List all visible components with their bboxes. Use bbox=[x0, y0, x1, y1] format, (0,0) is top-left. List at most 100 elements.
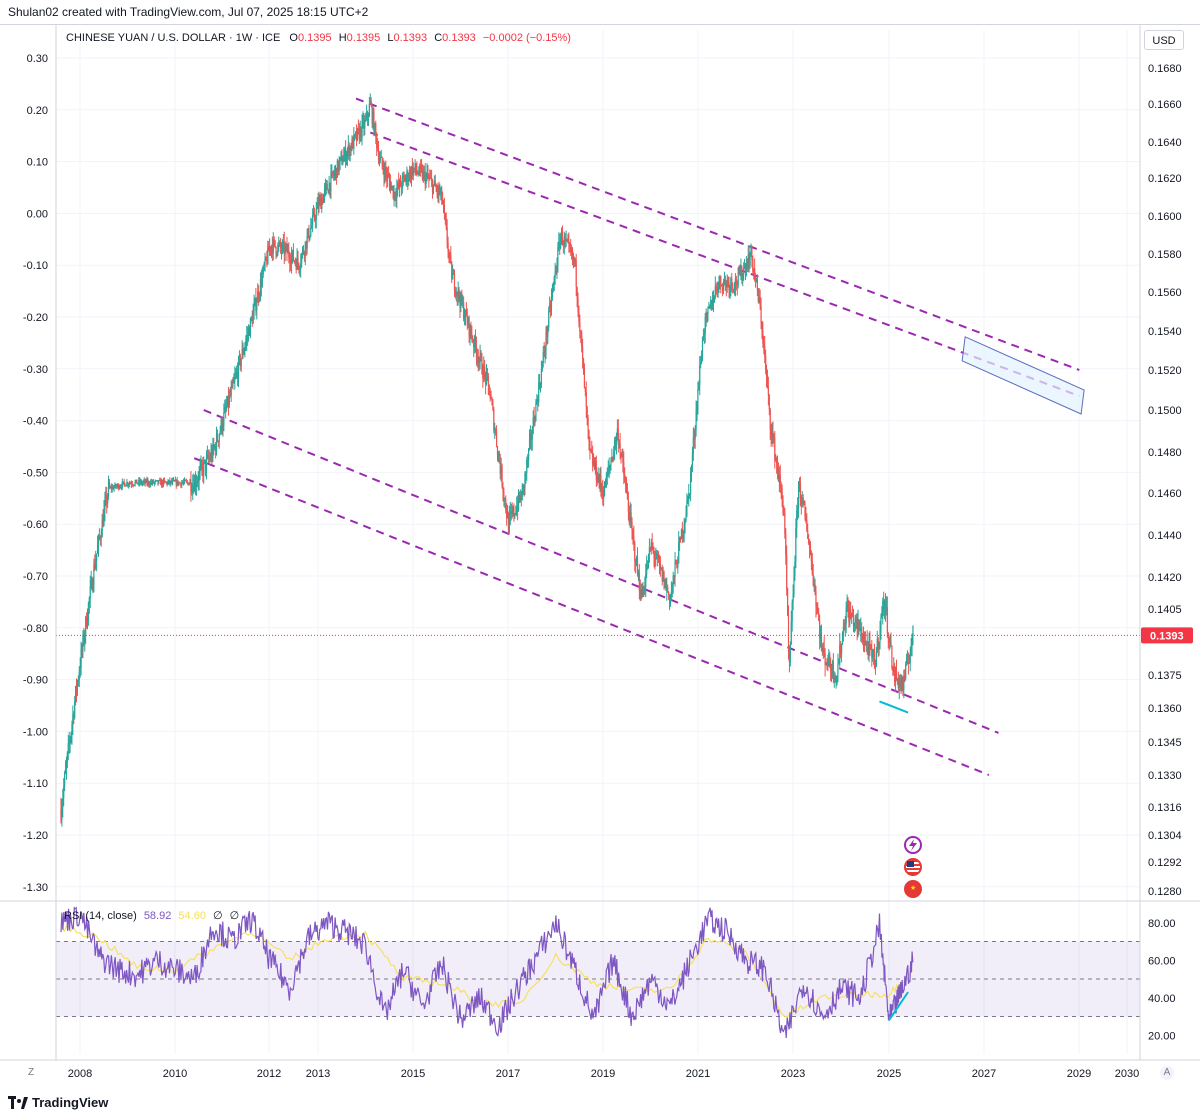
candle-body bbox=[318, 200, 320, 209]
candle-body bbox=[596, 479, 598, 483]
candle-body bbox=[366, 112, 368, 119]
candle-body bbox=[836, 676, 838, 678]
candle-body bbox=[249, 318, 252, 336]
footer: TradingView bbox=[0, 1088, 1200, 1116]
candle-body bbox=[105, 495, 107, 502]
candle-body bbox=[401, 176, 403, 189]
candle-body bbox=[644, 586, 646, 592]
candle-body bbox=[269, 246, 271, 252]
candle-body bbox=[104, 501, 106, 511]
candle-body bbox=[902, 682, 904, 690]
candle-body bbox=[823, 647, 825, 654]
candle-body bbox=[410, 166, 413, 179]
candle-body bbox=[279, 242, 281, 245]
candle-body bbox=[424, 171, 426, 184]
candle-body bbox=[264, 257, 266, 266]
candle-body bbox=[388, 176, 391, 182]
x-axis-tick-label: 2025 bbox=[877, 1068, 901, 1080]
candle-body bbox=[703, 333, 705, 337]
candle-body bbox=[209, 457, 211, 460]
candle-body bbox=[587, 418, 589, 430]
attribution-text: Shulan02 created with TradingView.com, J… bbox=[8, 5, 369, 19]
symbol-header: CHINESE YUAN / U.S. DOLLAR · 1W · ICE O0… bbox=[66, 32, 571, 44]
candle-body bbox=[205, 457, 208, 471]
candle-body bbox=[783, 513, 785, 515]
candle-body bbox=[454, 290, 456, 295]
candle-body bbox=[164, 481, 166, 483]
candle-body bbox=[215, 434, 218, 452]
candle-body bbox=[464, 309, 467, 318]
candle-body bbox=[668, 594, 671, 604]
candle-body bbox=[860, 627, 862, 631]
candle-body bbox=[774, 437, 776, 461]
candle-body bbox=[562, 244, 564, 246]
china-flag-icon[interactable]: ★ bbox=[904, 880, 922, 898]
candle-body bbox=[267, 246, 269, 264]
candle-body bbox=[795, 528, 797, 562]
candle-body bbox=[839, 644, 841, 664]
left-axis-tick-label: -0.60 bbox=[23, 519, 48, 531]
candle-body bbox=[909, 653, 911, 663]
candle-body bbox=[136, 479, 138, 484]
left-axis-tick-label: -1.10 bbox=[23, 778, 48, 790]
candle-body bbox=[74, 701, 76, 718]
candle-body bbox=[638, 572, 640, 591]
us-flag-icon[interactable] bbox=[904, 858, 922, 876]
candle-body bbox=[212, 444, 214, 459]
candle-body bbox=[142, 481, 144, 483]
candle-body bbox=[389, 181, 392, 191]
candle-body bbox=[100, 537, 102, 539]
candle-body bbox=[776, 458, 778, 464]
candle-body bbox=[154, 480, 156, 483]
candle-body bbox=[381, 157, 383, 166]
candle-body bbox=[123, 481, 125, 484]
candle-body bbox=[116, 486, 118, 488]
lightning-event-icon[interactable] bbox=[904, 836, 922, 854]
candle-body bbox=[361, 121, 363, 138]
auto-scale-button[interactable]: A bbox=[1160, 1066, 1174, 1080]
currency-button[interactable]: USD bbox=[1144, 30, 1184, 50]
target-zone-box bbox=[961, 336, 1085, 415]
candle-body bbox=[818, 612, 820, 622]
candle-body bbox=[456, 291, 458, 296]
candle-body bbox=[622, 454, 624, 463]
candle-body bbox=[728, 282, 730, 291]
candle-body bbox=[182, 482, 185, 484]
candle-body bbox=[873, 654, 876, 665]
candle-body bbox=[674, 562, 676, 578]
candle-body bbox=[837, 664, 839, 677]
candle-body bbox=[657, 553, 659, 557]
candle-body bbox=[98, 536, 101, 538]
candle-body bbox=[691, 453, 694, 467]
candle-body bbox=[537, 399, 539, 403]
candle-body bbox=[479, 353, 481, 360]
candle-body bbox=[528, 448, 530, 460]
candle-body bbox=[150, 481, 153, 484]
candle-body bbox=[429, 177, 431, 179]
candle-body bbox=[675, 562, 677, 564]
candle-body bbox=[847, 605, 849, 610]
candle-body bbox=[764, 345, 766, 356]
candle-body bbox=[302, 249, 305, 254]
candle-body bbox=[334, 168, 337, 172]
candle-body bbox=[743, 267, 745, 275]
candle-body bbox=[323, 188, 326, 195]
candle-body bbox=[711, 300, 713, 309]
candle-body bbox=[682, 532, 684, 539]
candle-body bbox=[698, 385, 700, 390]
candle-body bbox=[295, 262, 297, 270]
zoom-reset-button[interactable]: Z bbox=[28, 1067, 35, 1078]
candle-body bbox=[79, 668, 81, 673]
candle-body bbox=[286, 244, 288, 254]
candle-body bbox=[516, 506, 518, 514]
candle-body bbox=[247, 335, 249, 337]
candle-body bbox=[238, 356, 241, 359]
candle-body bbox=[702, 336, 705, 338]
candle-body bbox=[470, 324, 472, 334]
candle-body bbox=[113, 487, 115, 490]
candle-body bbox=[541, 362, 543, 369]
candle-body bbox=[135, 479, 137, 482]
candle-body bbox=[599, 475, 601, 484]
candle-body bbox=[635, 561, 637, 566]
